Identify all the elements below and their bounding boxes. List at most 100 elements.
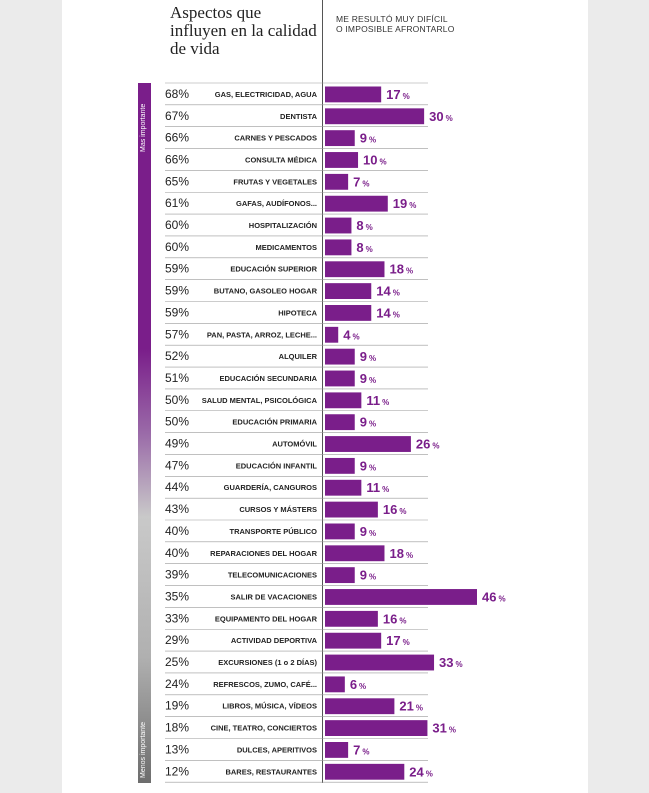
category-label: BARES, RESTAURANTES xyxy=(225,767,317,776)
category-label: CARNES Y PESCADOS xyxy=(234,134,317,143)
category-label: HOSPITALIZACIÓN xyxy=(249,221,317,230)
value-label: 17% xyxy=(386,633,410,648)
bar xyxy=(325,173,349,190)
category-label: EQUIPAMENTO DEL HOGAR xyxy=(215,614,318,623)
category-label: EDUCACIÓN SECUNDARIA xyxy=(219,374,317,383)
value-label: 33% xyxy=(439,655,463,670)
importance-label: 59% xyxy=(165,284,189,298)
category-label: CONSULTA MÉDICA xyxy=(245,155,318,164)
value-label: 17% xyxy=(386,87,410,102)
bar xyxy=(325,610,378,627)
bar xyxy=(325,348,355,365)
value-label: 9% xyxy=(360,349,376,364)
category-label: EXCURSIONES (1 o 2 DÍAS) xyxy=(218,658,317,667)
bar xyxy=(325,217,352,234)
value-label: 14% xyxy=(376,305,400,320)
bar xyxy=(325,392,362,409)
value-label: 9% xyxy=(360,371,376,386)
importance-label: 66% xyxy=(165,131,189,145)
importance-label: 18% xyxy=(165,721,189,735)
bar xyxy=(325,414,355,431)
value-label: 11% xyxy=(366,480,389,495)
importance-label: 29% xyxy=(165,633,189,647)
value-label: 11% xyxy=(366,393,389,408)
importance-label: 19% xyxy=(165,699,189,713)
bar xyxy=(325,479,362,496)
bar xyxy=(325,305,372,321)
importance-label: 13% xyxy=(165,742,189,756)
importance-label: 61% xyxy=(165,196,189,210)
category-label: SALIR DE VACACIONES xyxy=(230,592,317,601)
value-label: 19% xyxy=(393,196,417,211)
value-label: 6% xyxy=(350,677,366,692)
chart-title: Aspectos que influyen en la calidad de v… xyxy=(170,3,317,58)
category-label: GAS, ELECTRICIDAD, AGUA xyxy=(215,90,318,99)
bar xyxy=(325,370,355,387)
bar xyxy=(325,326,339,343)
importance-label: 47% xyxy=(165,458,189,472)
category-label: AUTOMÓVIL xyxy=(272,440,317,449)
importance-label: 40% xyxy=(165,546,189,560)
value-label: 46% xyxy=(482,589,506,604)
value-label: 21% xyxy=(399,699,423,714)
category-label: EDUCACIÓN SUPERIOR xyxy=(230,265,317,274)
value-label: 18% xyxy=(389,546,413,561)
importance-label: 57% xyxy=(165,327,189,341)
bar xyxy=(325,130,355,147)
value-label: 18% xyxy=(389,262,413,277)
value-label: 8% xyxy=(356,218,372,233)
category-label: ALQUILER xyxy=(279,352,318,361)
importance-label: 35% xyxy=(165,589,189,603)
category-label: PAN, PASTA, ARROZ, LECHE... xyxy=(207,330,317,339)
category-label: MEDICAMENTOS xyxy=(255,243,317,252)
bar xyxy=(325,632,382,649)
importance-label: 60% xyxy=(165,240,189,254)
importance-label: 52% xyxy=(165,349,189,363)
value-label: 7% xyxy=(353,742,369,757)
axis-divider xyxy=(322,0,323,783)
value-label: 30% xyxy=(429,109,453,124)
category-label: SALUD MENTAL, PSICOLÓGICA xyxy=(202,396,318,405)
value-label: 26% xyxy=(416,437,440,452)
category-label: GAFAS, AUDÍFONOS... xyxy=(236,199,317,208)
value-label: 31% xyxy=(432,721,456,736)
importance-label: 50% xyxy=(165,415,189,429)
importance-label: 59% xyxy=(165,262,189,276)
category-label: TRANSPORTE PÚBLICO xyxy=(229,527,317,536)
category-label: EDUCACIÓN PRIMARIA xyxy=(232,418,317,427)
bar xyxy=(325,720,428,736)
importance-gradient-bar xyxy=(138,83,151,783)
category-label: EDUCACIÓN INFANTIL xyxy=(236,461,318,470)
value-label: 9% xyxy=(360,458,376,473)
value-label: 4% xyxy=(343,327,359,342)
category-label: CINE, TEATRO, CONCIERTOS xyxy=(211,724,317,733)
value-label: 7% xyxy=(353,174,369,189)
value-label: 9% xyxy=(360,524,376,539)
importance-label: 51% xyxy=(165,371,189,385)
category-label: CURSOS Y MÁSTERS xyxy=(239,505,317,514)
value-label: 24% xyxy=(409,764,433,779)
category-label: LIBROS, MÚSICA, VÍDEOS xyxy=(222,702,317,711)
category-label: ACTIVIDAD DEPORTIVA xyxy=(231,636,318,645)
category-label: HIPOTECA xyxy=(278,308,317,317)
bar xyxy=(325,501,378,518)
value-label: 14% xyxy=(376,284,400,299)
importance-label: 59% xyxy=(165,305,189,319)
importance-label: 66% xyxy=(165,152,189,166)
value-label: 9% xyxy=(360,131,376,146)
importance-label: 43% xyxy=(165,502,189,516)
importance-label: 25% xyxy=(165,655,189,669)
bar xyxy=(325,698,395,715)
bar xyxy=(325,457,355,474)
value-label: 8% xyxy=(356,240,372,255)
category-label: TELECOMUNICACIONES xyxy=(228,571,317,580)
value-label: 16% xyxy=(383,502,407,517)
importance-label: 24% xyxy=(165,677,189,691)
importance-label: 40% xyxy=(165,524,189,538)
bar xyxy=(325,654,435,671)
bar xyxy=(325,86,382,103)
importance-label: 12% xyxy=(165,764,189,778)
category-label: GUARDERÍA, CANGUROS xyxy=(224,483,317,492)
importance-label: 68% xyxy=(165,87,189,101)
